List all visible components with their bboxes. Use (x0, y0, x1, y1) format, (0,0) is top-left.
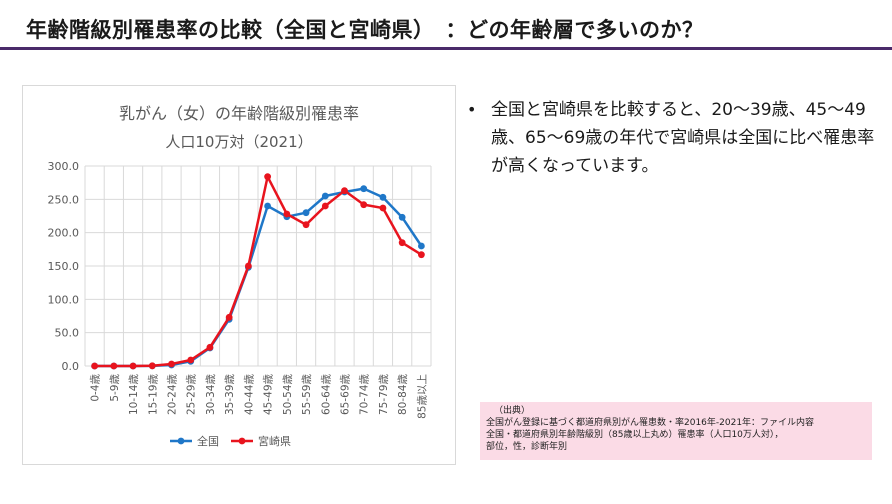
x-tick-label: 45-49歳 (263, 374, 275, 416)
data-point (264, 202, 272, 210)
x-tick-label: 70-74歳 (359, 374, 371, 416)
x-tick-label: 40-44歳 (243, 374, 255, 416)
data-point (302, 221, 310, 229)
x-tick-label: 0-4歳 (90, 374, 102, 402)
y-tick-label: 200.0 (48, 227, 80, 240)
x-tick-label: 75-79歳 (378, 374, 390, 416)
y-tick-label: 100.0 (48, 293, 80, 306)
data-point (91, 362, 99, 370)
source-line-2: 全国・都道府県別年齢階級別（85歳以上丸め）罹患率（人口10万人対）， (486, 430, 784, 440)
y-tick-label: 150.0 (48, 260, 80, 273)
x-tick-label: 5-9歳 (109, 374, 121, 402)
source-line-3: 部位，性，診断年別 (486, 442, 568, 452)
x-tick-label: 80-84歳 (397, 374, 409, 416)
x-tick-label: 85歳以上 (416, 374, 428, 419)
y-tick-label: 250.0 (48, 193, 80, 206)
source-heading: （出典） (494, 406, 531, 416)
y-tick-label: 0.0 (62, 360, 80, 373)
source-note: （出典） 全国がん登録に基づく都道府県別がん罹患数・率2016年-2021年：フ… (480, 402, 872, 460)
data-point (302, 209, 310, 217)
x-tick-label: 35-39歳 (224, 374, 236, 416)
legend-label: 全国 (197, 434, 219, 448)
data-point (187, 356, 195, 364)
data-point (129, 362, 137, 370)
legend-marker (238, 437, 246, 445)
data-point (341, 187, 348, 195)
x-tick-label: 10-14歳 (128, 374, 140, 416)
x-tick-label: 15-19歳 (147, 374, 159, 416)
y-tick-label: 50.0 (55, 327, 80, 340)
data-point (168, 360, 175, 368)
data-point (360, 201, 368, 209)
data-point (206, 343, 214, 351)
x-tick-label: 60-64歳 (320, 374, 332, 416)
legend-label: 宮崎県 (258, 434, 291, 448)
data-point (283, 210, 291, 218)
data-point (417, 242, 425, 250)
data-point (398, 239, 406, 247)
data-point (264, 173, 272, 181)
slide-title: 年齢階級別罹患率の比較（全国と宮崎県） ：どの年齢層で多いのか？ (26, 18, 704, 42)
bullet-dot: • (467, 100, 477, 119)
source-line-1: 全国がん登録に基づく都道府県別がん罹患数・率2016年-2021年：ファイル内容 (486, 418, 815, 428)
data-point (379, 204, 387, 212)
data-point (244, 262, 252, 270)
bullet-block: • 全国と宮崎県を比較すると、20～39歳、45～49歳、65～69歳の年代で宮… (467, 96, 877, 180)
x-tick-label: 50-54歳 (282, 374, 294, 416)
data-point (360, 185, 368, 193)
y-tick-label: 300.0 (48, 160, 80, 173)
data-point (225, 313, 233, 321)
data-point (379, 193, 387, 201)
x-tick-label: 20-24歳 (167, 374, 179, 416)
data-point (417, 251, 425, 259)
x-tick-label: 55-59歳 (301, 374, 313, 416)
chart-title: 乳がん（女）の年齢階級別罹患率 (119, 104, 359, 123)
title-underline (0, 47, 892, 50)
x-tick-label: 25-29歳 (186, 374, 198, 416)
x-tick-label: 65-69歳 (340, 374, 352, 416)
x-tick-label: 30-34歳 (205, 374, 217, 416)
line-chart: 乳がん（女）の年齢階級別罹患率 人口10万対（2021） 0.0 50.0 100.… (48, 104, 432, 448)
data-point (148, 362, 156, 370)
data-point (398, 213, 406, 221)
data-point (321, 192, 329, 200)
bullet-text: 全国と宮崎県を比較すると、20～39歳、45～49歳、65～69歳の年代で宮崎県… (491, 100, 875, 176)
data-point (321, 202, 329, 210)
chart-subtitle: 人口10万対（2021） (165, 133, 312, 151)
chart-container: 乳がん（女）の年齢階級別罹患率 人口10万対（2021） 0.0 50.0 100.… (22, 85, 456, 465)
legend-marker (177, 437, 185, 445)
data-point (110, 362, 118, 370)
